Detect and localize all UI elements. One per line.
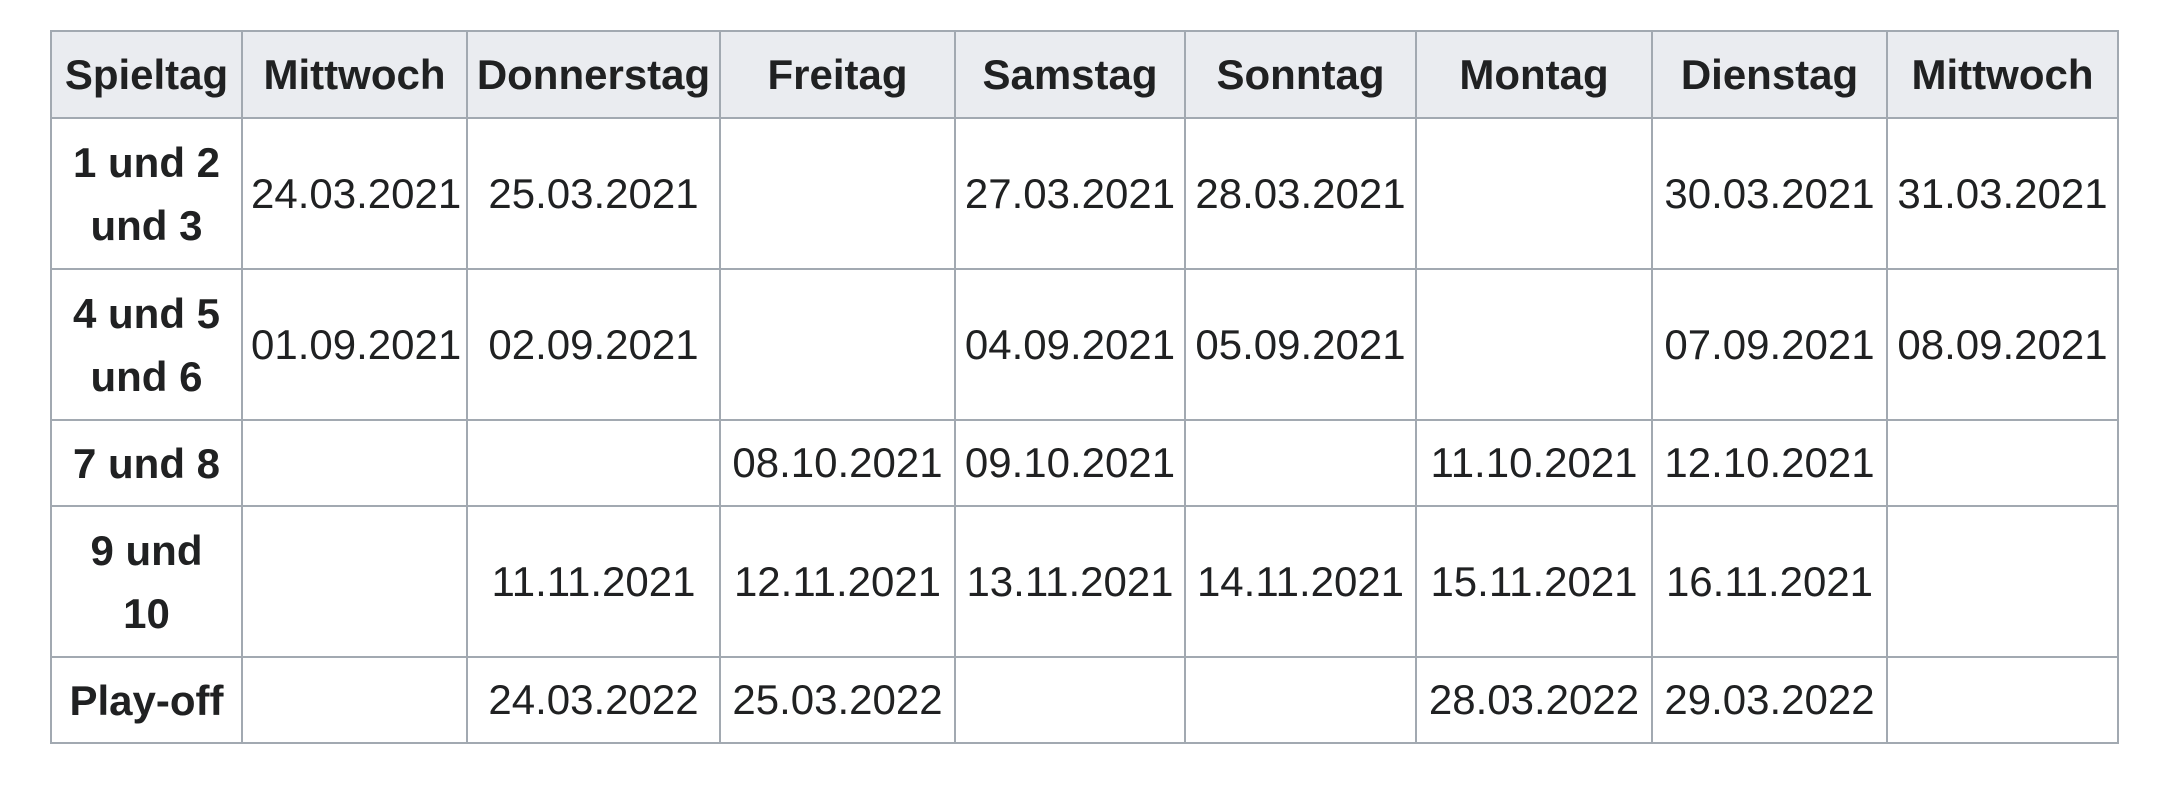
date-cell — [719, 117, 956, 270]
date-cell: 25.03.2021 — [466, 117, 721, 270]
date-cell — [954, 656, 1186, 744]
date-cell — [241, 505, 468, 658]
date-cell: 13.11.2021 — [954, 505, 1186, 658]
date-cell — [241, 656, 468, 744]
date-cell — [466, 419, 721, 507]
date-cell — [1886, 419, 2119, 507]
column-header-dienstag: Dienstag — [1651, 30, 1888, 119]
date-cell: 30.03.2021 — [1651, 117, 1888, 270]
row-label: 7 und 8 — [50, 419, 243, 507]
date-cell: 01.09.2021 — [241, 268, 468, 421]
date-cell: 16.11.2021 — [1651, 505, 1888, 658]
date-cell: 14.11.2021 — [1184, 505, 1417, 658]
date-cell: 02.09.2021 — [466, 268, 721, 421]
column-header-montag: Montag — [1415, 30, 1653, 119]
column-header-mittwoch-1: Mittwoch — [241, 30, 468, 119]
row-label: 1 und 2 und 3 — [50, 117, 243, 270]
date-cell — [719, 268, 956, 421]
date-cell: 24.03.2022 — [466, 656, 721, 744]
date-cell: 12.10.2021 — [1651, 419, 1888, 507]
date-cell: 11.11.2021 — [466, 505, 721, 658]
date-cell — [1184, 419, 1417, 507]
date-cell: 31.03.2021 — [1886, 117, 2119, 270]
date-cell: 27.03.2021 — [954, 117, 1186, 270]
column-header-mittwoch-2: Mittwoch — [1886, 30, 2119, 119]
date-cell: 08.09.2021 — [1886, 268, 2119, 421]
date-cell: 05.09.2021 — [1184, 268, 1417, 421]
date-cell — [1415, 117, 1653, 270]
table-row-spieltag-7-8: 7 und 8 08.10.2021 09.10.2021 11.10.2021… — [50, 419, 2119, 507]
date-cell: 11.10.2021 — [1415, 419, 1653, 507]
row-label: 4 und 5 und 6 — [50, 268, 243, 421]
date-cell — [1184, 656, 1417, 744]
table-row-spieltag-4-5-6: 4 und 5 und 6 01.09.2021 02.09.2021 04.0… — [50, 268, 2119, 421]
date-cell: 25.03.2022 — [719, 656, 956, 744]
date-cell: 04.09.2021 — [954, 268, 1186, 421]
header-row: Spieltag Mittwoch Donnerstag Freitag Sam… — [50, 30, 2119, 119]
date-cell: 12.11.2021 — [719, 505, 956, 658]
date-cell — [1415, 268, 1653, 421]
table-row-playoff: Play-off 24.03.2022 25.03.2022 28.03.202… — [50, 656, 2119, 744]
table-row-spieltag-1-2-3: 1 und 2 und 3 24.03.2021 25.03.2021 27.0… — [50, 117, 2119, 270]
matchday-schedule-table: Spieltag Mittwoch Donnerstag Freitag Sam… — [50, 30, 2119, 744]
column-header-freitag: Freitag — [719, 30, 956, 119]
row-label: 9 und 10 — [50, 505, 243, 658]
date-cell — [1886, 505, 2119, 658]
date-cell: 28.03.2022 — [1415, 656, 1653, 744]
row-label: Play-off — [50, 656, 243, 744]
date-cell: 15.11.2021 — [1415, 505, 1653, 658]
column-header-donnerstag: Donnerstag — [466, 30, 721, 119]
column-header-spieltag: Spieltag — [50, 30, 243, 119]
date-cell: 08.10.2021 — [719, 419, 956, 507]
date-cell — [241, 419, 468, 507]
date-cell: 07.09.2021 — [1651, 268, 1888, 421]
column-header-samstag: Samstag — [954, 30, 1186, 119]
table-row-spieltag-9-10: 9 und 10 11.11.2021 12.11.2021 13.11.202… — [50, 505, 2119, 658]
date-cell: 28.03.2021 — [1184, 117, 1417, 270]
date-cell: 24.03.2021 — [241, 117, 468, 270]
column-header-sonntag: Sonntag — [1184, 30, 1417, 119]
date-cell — [1886, 656, 2119, 744]
date-cell: 29.03.2022 — [1651, 656, 1888, 744]
date-cell: 09.10.2021 — [954, 419, 1186, 507]
